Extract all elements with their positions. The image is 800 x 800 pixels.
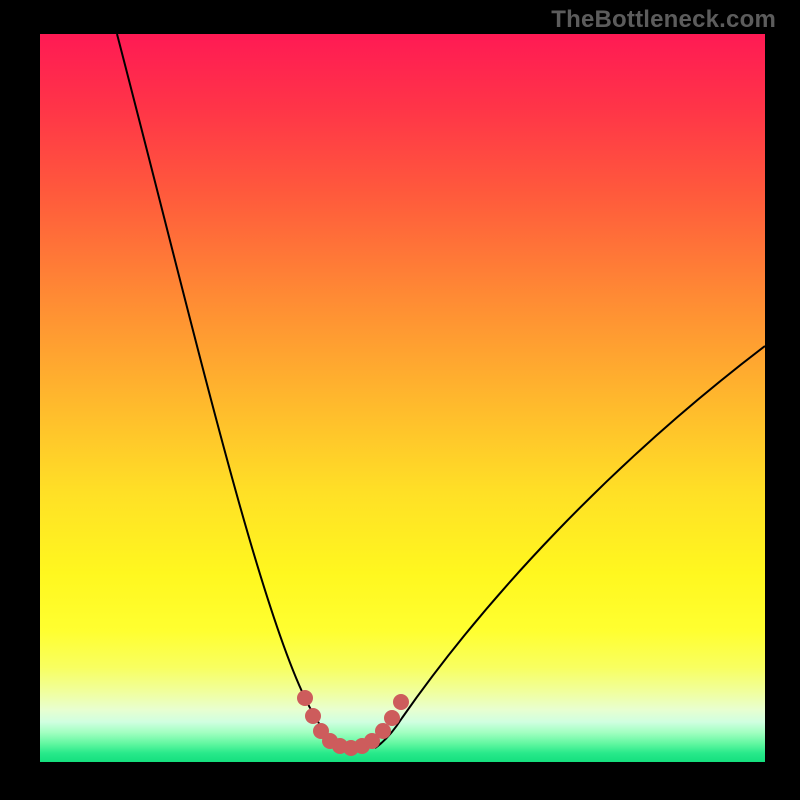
plot-area: [40, 34, 765, 762]
gradient-background: [40, 34, 765, 762]
marker-point: [393, 694, 409, 710]
chart-svg: [40, 34, 765, 762]
chart-container: TheBottleneck.com: [0, 0, 800, 800]
watermark: TheBottleneck.com: [551, 6, 776, 34]
marker-point: [305, 708, 321, 724]
marker-point: [375, 723, 391, 739]
marker-point: [297, 690, 313, 706]
marker-point: [384, 710, 400, 726]
